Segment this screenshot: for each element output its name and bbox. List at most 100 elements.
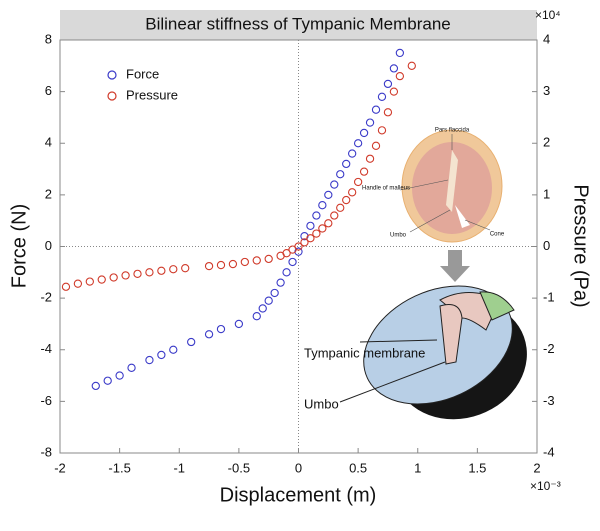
marker	[353, 139, 363, 148]
marker	[276, 278, 285, 287]
marker	[389, 64, 399, 73]
marker	[216, 324, 226, 334]
x-tick-label: -1.5	[108, 460, 130, 475]
marker	[264, 296, 273, 305]
y2-axis-label: Pressure (Pa)	[570, 184, 592, 307]
marker	[348, 188, 357, 197]
marker	[353, 177, 363, 187]
marker	[133, 269, 142, 279]
marker	[395, 48, 405, 58]
y2-tick-label: -2	[543, 341, 555, 356]
x-tick-label: -0.5	[228, 460, 250, 475]
annotation: Cone	[490, 232, 505, 238]
marker	[187, 337, 196, 347]
chart-title: Bilinear stiffness of Tympanic Membrane	[145, 14, 451, 33]
x-tick-label: 0.5	[349, 460, 367, 475]
marker	[312, 211, 321, 220]
marker	[204, 330, 214, 339]
marker	[216, 260, 226, 270]
marker	[234, 319, 244, 329]
annotation: Umbo	[390, 233, 407, 239]
y-tick-label: -8	[40, 444, 52, 459]
marker	[330, 180, 339, 189]
y2-tick-label: 4	[543, 31, 550, 46]
marker	[264, 254, 273, 264]
y-tick-label: -4	[40, 341, 52, 356]
annotation: Pars flaccida	[435, 128, 470, 134]
marker	[407, 61, 416, 70]
annotation: Umbo	[304, 396, 339, 411]
marker	[371, 105, 381, 114]
marker	[383, 108, 393, 117]
y2-tick-label: 0	[543, 238, 550, 253]
marker	[61, 282, 71, 291]
y-tick-label: 4	[45, 135, 52, 150]
marker	[306, 221, 315, 230]
y-tick-label: 6	[45, 83, 52, 98]
marker	[318, 224, 327, 233]
marker	[324, 190, 333, 200]
marker	[342, 159, 351, 169]
marker	[169, 265, 178, 274]
marker	[365, 154, 375, 163]
y2-exponent: ×10⁴	[535, 8, 561, 22]
marker	[342, 195, 351, 205]
marker	[288, 257, 297, 267]
ear-illustration: Pars flaccida Handle of malleus Umbo Con…	[304, 128, 527, 420]
y-tick-label: 8	[45, 31, 52, 46]
y-tick-label: 2	[45, 186, 52, 201]
marker	[377, 92, 387, 101]
y-tick-label: -2	[40, 290, 52, 305]
y-tick-label: -6	[40, 393, 52, 408]
y2-tick-label: -3	[543, 393, 555, 408]
marker	[395, 71, 405, 81]
legend-marker	[107, 70, 117, 80]
marker	[73, 279, 83, 288]
marker	[115, 371, 124, 380]
marker	[359, 167, 369, 176]
marker	[282, 249, 291, 258]
y2-tick-label: -4	[543, 444, 555, 459]
marker	[330, 211, 339, 220]
x-tick-label: 1	[414, 460, 421, 475]
marker	[258, 304, 267, 313]
marker	[270, 288, 279, 298]
marker	[318, 201, 327, 210]
marker	[228, 259, 238, 269]
marker	[348, 149, 357, 158]
legend-label: Force	[126, 66, 159, 81]
marker	[282, 268, 291, 277]
title-box	[60, 10, 537, 40]
marker	[312, 229, 321, 238]
marker	[324, 219, 333, 228]
marker	[336, 170, 345, 179]
y-axis-label: Force (N)	[8, 204, 30, 288]
marker	[204, 261, 214, 271]
legend-marker	[107, 91, 117, 101]
marker	[169, 345, 178, 354]
marker	[252, 256, 261, 265]
marker	[103, 376, 112, 385]
y2-tick-label: -1	[543, 290, 555, 305]
marker	[371, 141, 381, 150]
marker	[145, 268, 154, 277]
marker	[181, 264, 190, 273]
marker	[252, 312, 261, 321]
marker	[97, 275, 106, 284]
marker	[157, 266, 166, 275]
marker	[121, 271, 130, 280]
marker	[306, 234, 315, 243]
marker	[300, 238, 309, 247]
marker	[157, 350, 166, 360]
marker	[336, 203, 345, 212]
x-tick-label: -2	[54, 460, 66, 475]
marker	[109, 273, 118, 282]
x-tick-label: 0	[295, 460, 302, 475]
marker	[91, 381, 100, 391]
marker	[294, 242, 303, 251]
marker	[383, 79, 393, 89]
x-exponent: ×10⁻³	[530, 479, 561, 493]
marker	[300, 232, 309, 241]
x-tick-label: 1.5	[468, 460, 486, 475]
